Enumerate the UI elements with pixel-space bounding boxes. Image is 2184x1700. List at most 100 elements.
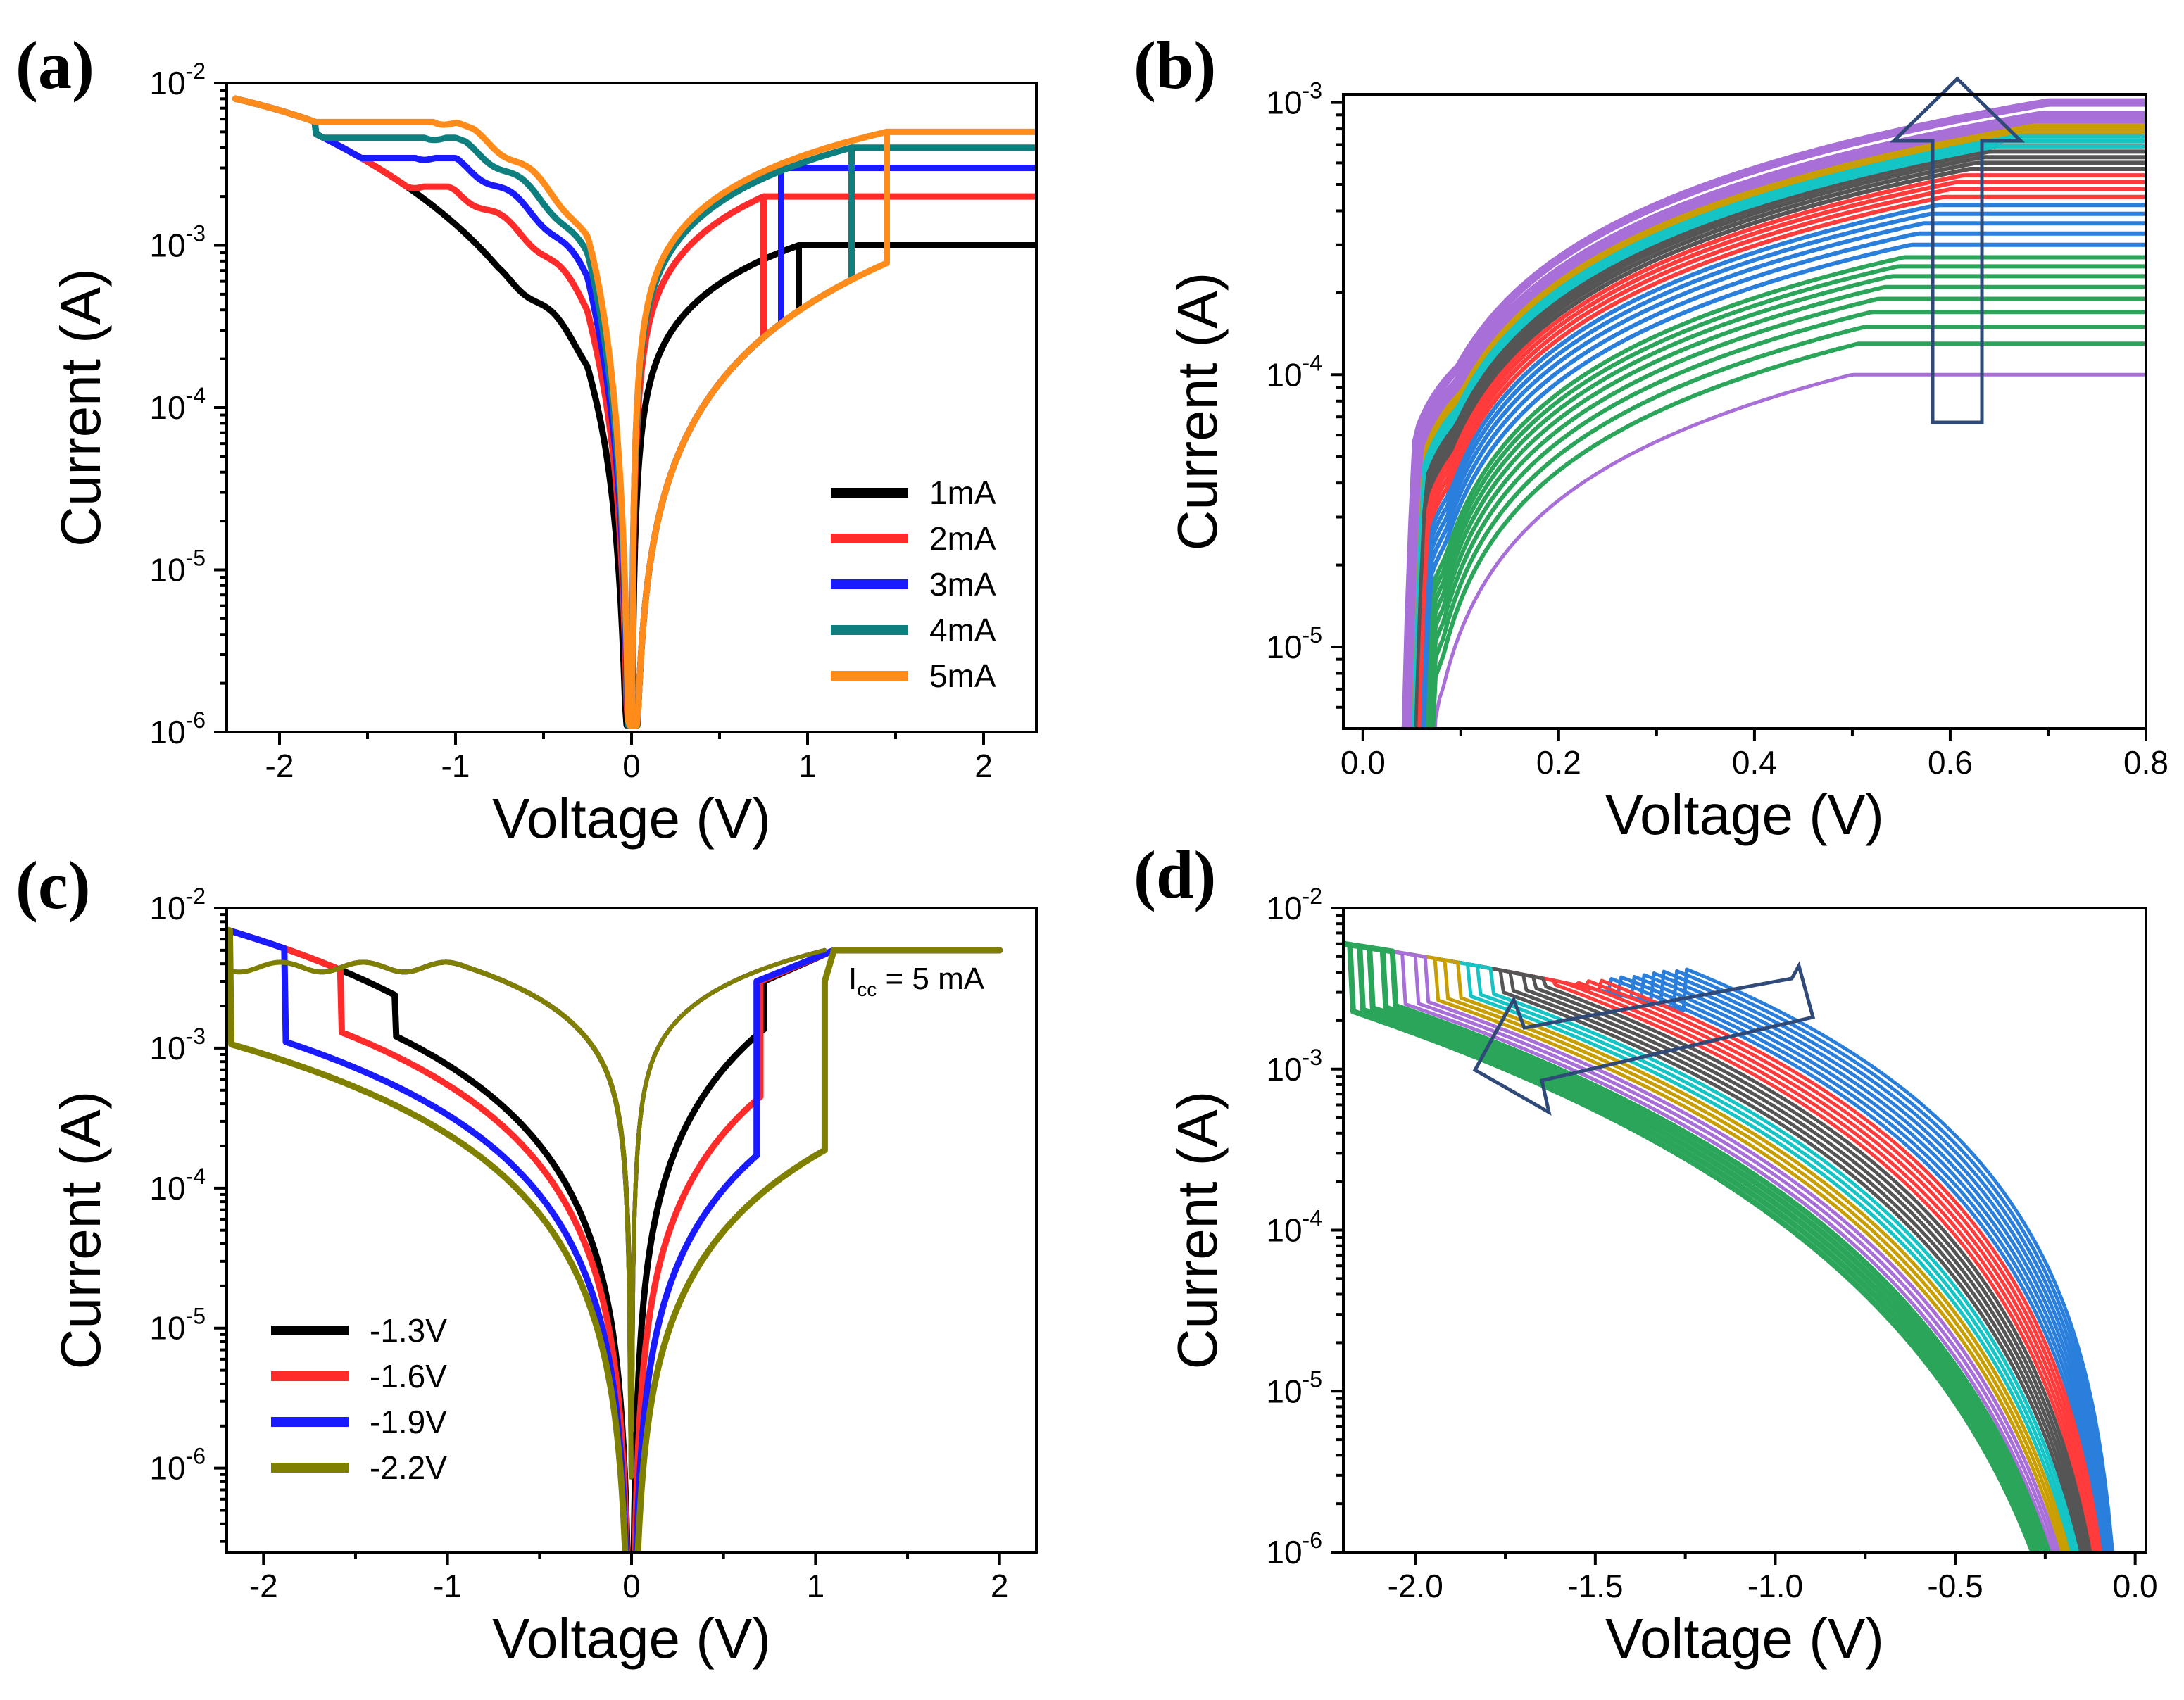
hrs-reset-curve--2.2V: [227, 926, 629, 1552]
y-tick-base: 10: [149, 890, 185, 926]
y-tick-label: 10-4: [149, 383, 206, 426]
x-tick-label: 2: [991, 1568, 1009, 1604]
set-curve-level-9: [1422, 242, 2146, 729]
y-tick-base: 10: [149, 1170, 185, 1207]
set-curve-level-22: [1410, 144, 2146, 729]
y-tick-exponent: -3: [1303, 78, 1322, 103]
y-tick-exponent: -6: [1303, 1528, 1322, 1553]
y-tick-base: 10: [1266, 1534, 1302, 1570]
legend-label: 4mA: [929, 612, 996, 648]
x-tick-label: -1.0: [1747, 1568, 1803, 1604]
y-tick-base: 10: [149, 1450, 185, 1487]
x-tick-label: 0.4: [1732, 744, 1777, 781]
x-tick-label: 2: [974, 748, 993, 784]
set-curve-level-30: [1401, 98, 2146, 729]
reset-curve-stop-28: [1343, 940, 2048, 1552]
y-tick-label: 10-5: [149, 546, 206, 588]
set-curve-level-23: [1409, 139, 2146, 729]
y-tick-label: 10-6: [149, 1444, 206, 1487]
x-tick-label: -1: [433, 1568, 462, 1604]
y-tick-exponent: -4: [186, 383, 206, 408]
y-tick-label: 10-4: [1266, 1206, 1322, 1249]
y-tick-base: 10: [149, 65, 185, 101]
legend-label: 5mA: [929, 657, 996, 694]
set-curve-level-12: [1418, 211, 2146, 729]
set-curve-level-1: [1431, 341, 2146, 729]
x-tick-label: 0: [622, 1568, 641, 1604]
y-tick-label: 10-2: [1266, 883, 1322, 926]
set-curve-5mA: [629, 128, 1036, 729]
plot-area: [227, 926, 1003, 1552]
lrs-curve-2mA: [629, 193, 767, 729]
set-curve-level-0: [1433, 372, 2146, 729]
legend-label: -1.3V: [370, 1312, 447, 1349]
set-curve-level-7: [1424, 264, 2146, 729]
legend-label: 3mA: [929, 566, 996, 603]
y-axis-label: Current (A): [1166, 272, 1229, 551]
hrs-reset-curve--1.6V: [227, 926, 630, 1552]
annotation-suffix: = 5 mA: [877, 962, 984, 996]
reset-curve-stop-22: [1343, 942, 2068, 1552]
x-axis-label: Voltage (V): [492, 1607, 771, 1670]
y-tick-label: 10-6: [1266, 1528, 1322, 1570]
y-tick-label: 10-3: [149, 1024, 206, 1066]
x-tick-label: 0.0: [1341, 744, 1386, 781]
y-tick-label: 10-5: [149, 1304, 206, 1347]
reset-curve-stop-31: [1343, 940, 2036, 1552]
y-tick-label: 10-2: [149, 883, 206, 926]
legend-label: 2mA: [929, 520, 996, 557]
y-tick-base: 10: [1266, 84, 1302, 121]
reset-curve-stop-29: [1343, 940, 2044, 1552]
lrs-curve-4mA: [629, 144, 855, 729]
set-curve-level-15: [1415, 187, 2146, 729]
y-tick-base: 10: [149, 714, 185, 750]
reset-curve-5mA: [232, 95, 634, 729]
set-curve-level-19: [1412, 160, 2146, 729]
set-curve-level-18: [1413, 167, 2146, 729]
lrs-curve-1mA: [629, 242, 802, 729]
decrease-arrow-icon: [1472, 961, 1816, 1116]
y-axis-label: Current (A): [49, 1091, 112, 1370]
x-tick-label: -1: [441, 748, 470, 784]
x-tick-label: 1: [798, 748, 817, 784]
y-tick-exponent: -6: [186, 1444, 206, 1469]
set-curve-level-8: [1422, 255, 2146, 729]
legend-label: -1.6V: [370, 1358, 447, 1394]
set-curve--1.6V: [632, 947, 1003, 1552]
y-tick-base: 10: [149, 1030, 185, 1066]
y-tick-base: 10: [149, 552, 185, 588]
y-tick-exponent: -4: [1303, 350, 1322, 375]
plot-area: [1343, 940, 2114, 1552]
hrs-reset-curve--1.9V: [227, 926, 629, 1552]
lrs-curve-5mA: [629, 128, 890, 729]
y-tick-base: 10: [149, 227, 185, 264]
y-tick-label: 10-3: [1266, 1045, 1322, 1088]
set-curve-level-3: [1428, 310, 2146, 729]
reset-curve-stop-26: [1343, 942, 2054, 1552]
x-tick-label: 0.8: [2123, 744, 2169, 781]
x-tick-label: -2: [249, 1568, 278, 1604]
set-curve-level-21: [1410, 149, 2146, 729]
y-tick-exponent: -5: [1303, 1366, 1322, 1392]
y-tick-label: 10-6: [149, 707, 206, 750]
y-tick-label: 10-4: [149, 1164, 206, 1207]
y-tick-exponent: -4: [186, 1164, 206, 1189]
set-curve-level-2: [1429, 325, 2146, 729]
y-tick-label: 10-2: [149, 58, 206, 101]
x-tick-label: 0.0: [2113, 1568, 2158, 1604]
legend-label: 1mA: [929, 474, 996, 511]
annotation-subscript: cc: [857, 978, 877, 1000]
x-axis-label: Voltage (V): [492, 787, 771, 850]
y-tick-label: 10-3: [149, 221, 206, 264]
y-axis-label: Current (A): [49, 268, 112, 547]
reset-curve-stop-20: [1343, 942, 2074, 1552]
annotation-prefix: I: [848, 962, 857, 996]
y-tick-exponent: -5: [1303, 622, 1322, 648]
y-tick-exponent: -4: [1303, 1206, 1322, 1231]
x-tick-label: -1.5: [1567, 1568, 1623, 1604]
set-curve-level-6: [1424, 274, 2146, 729]
reset-curve-stop-24: [1343, 942, 2061, 1552]
y-tick-exponent: -3: [1303, 1045, 1322, 1070]
